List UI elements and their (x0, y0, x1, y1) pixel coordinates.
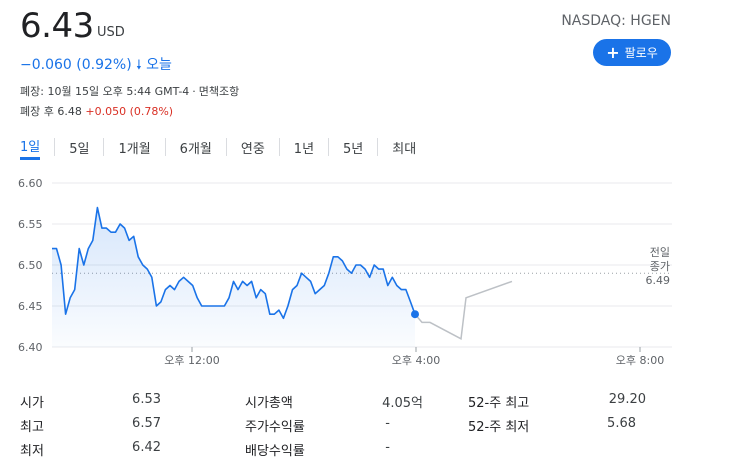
stat-52w-low: 52-주 최저 5.68 (468, 416, 636, 435)
stat-value: 6.42 (132, 440, 161, 455)
tab-1y[interactable]: 1년 (293, 141, 315, 157)
stat-label: 배당수익률 (245, 444, 305, 459)
tab-divider (103, 138, 105, 156)
tab-divider (164, 138, 166, 156)
stat-value: 29.20 (608, 392, 646, 407)
stat-label: 시가총액 (245, 396, 293, 411)
tab-divider (54, 138, 56, 156)
stat-market-cap: 시가총액 4.05억 (245, 392, 423, 411)
closed-text: 폐장: 10월 15일 오후 5:44 GMT-4 (20, 85, 190, 98)
price-chart[interactable]: 6.60 6.55 6.50 6.45 6.40 오후 12:00 오후 4:00 오후 8… (0, 160, 729, 375)
range-tabs: 1일 5일 1개월 6개월 연중 1년 5년 최대 (20, 134, 416, 160)
stat-label: 52-주 최고 (468, 396, 530, 411)
y-tick-label: 6.60 (18, 177, 43, 190)
stat-label: 주가수익률 (245, 420, 305, 435)
after-hours-line (414, 280, 513, 340)
stat-value: - (385, 440, 390, 455)
change-period: 오늘 (146, 57, 172, 73)
y-tick-label: 6.45 (18, 300, 43, 313)
tab-max[interactable]: 최대 (392, 141, 417, 157)
y-tick-label: 6.50 (18, 259, 43, 272)
previous-close-text: 종가 (650, 260, 670, 273)
stat-label: 최저 (20, 444, 44, 459)
current-price-dot (411, 310, 419, 319)
currency-label: USD (97, 25, 125, 40)
stat-open: 시가 6.53 (20, 392, 161, 411)
tab-divider (225, 138, 227, 156)
follow-button[interactable]: + 팔로우 (593, 39, 671, 66)
chart-series (52, 206, 513, 347)
disclaimer-link[interactable]: 면책조항 (198, 85, 240, 98)
market-status: 폐장: 10월 15일 오후 5:44 GMT-4 · 면책조항 (20, 85, 240, 98)
tab-1m[interactable]: 1개월 (118, 141, 151, 157)
tab-5y[interactable]: 5년 (343, 141, 364, 157)
tab-divider (328, 138, 330, 156)
price-change: −0.060 (0.92%) 🠗 오늘 (20, 54, 172, 78)
stat-label: 52-주 최저 (468, 420, 530, 435)
stat-value: 6.57 (132, 416, 161, 431)
after-hours: 폐장 후 6.48 +0.050 (0.78%) (20, 103, 173, 119)
previous-close-text: 6.49 (646, 274, 671, 287)
y-tick-label: 6.40 (18, 341, 43, 354)
stat-label: 시가 (20, 396, 44, 411)
change-value: −0.060 (0.92%) (20, 57, 132, 73)
tab-ytd[interactable]: 연중 (240, 141, 265, 157)
stat-value: 6.53 (132, 392, 161, 407)
previous-close-text: 전일 (650, 245, 670, 259)
stat-value: - (385, 416, 390, 431)
price-area (52, 207, 415, 347)
y-tick-label: 6.55 (18, 218, 43, 231)
tab-divider (278, 138, 280, 156)
y-axis-labels: 6.60 6.55 6.50 6.45 6.40 (18, 177, 43, 354)
tab-divider (377, 138, 379, 156)
x-axis-labels: 오후 12:00 오후 4:00 오후 8:00 (164, 347, 664, 367)
current-price: 6.43 (20, 6, 94, 46)
stat-low: 최저 6.42 (20, 440, 161, 459)
ticker-symbol: NASDAQ: HGEN (561, 13, 671, 29)
tab-5d[interactable]: 5일 (69, 141, 90, 157)
follow-label: 팔로우 (624, 46, 658, 60)
down-arrow-icon: 🠗 (136, 58, 142, 73)
stat-dividend-yield: 배당수익률 - (245, 440, 390, 459)
stat-52w-high: 52-주 최고 29.20 (468, 392, 646, 411)
x-tick-label: 오후 4:00 (392, 354, 440, 367)
stat-pe-ratio: 주가수익률 - (245, 416, 390, 435)
x-tick-label: 오후 12:00 (164, 354, 219, 367)
plus-icon: + (606, 42, 620, 62)
x-tick-label: 오후 8:00 (616, 354, 664, 367)
price-line (52, 206, 416, 320)
tab-6m[interactable]: 6개월 (179, 141, 212, 157)
stat-value: 5.68 (607, 416, 636, 431)
tab-1d[interactable]: 1일 (20, 134, 41, 160)
stat-label: 최고 (20, 420, 44, 435)
after-hours-change: +0.050 (0.78%) (85, 105, 174, 118)
after-hours-price: 폐장 후 6.48 (20, 105, 82, 118)
stat-value: 4.05억 (382, 396, 423, 411)
stat-high: 최고 6.57 (20, 416, 161, 435)
